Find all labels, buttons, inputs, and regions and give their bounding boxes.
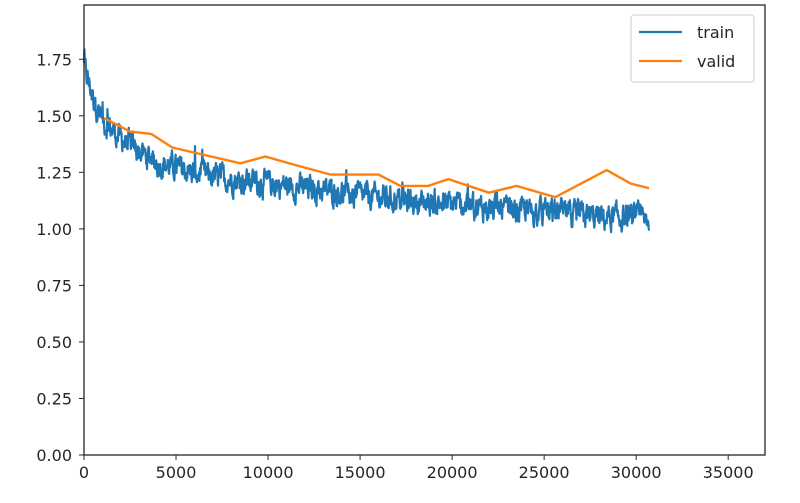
y-axis-ticks: 0.00 0.25 0.50 0.75 1.00 1.25 1.50 1.75 (36, 50, 84, 465)
train-line (82, 48, 651, 234)
legend-train-label: train (697, 23, 734, 42)
x-tick-label: 0 (79, 463, 89, 482)
train-series (82, 48, 651, 234)
y-tick-label: 1.00 (36, 220, 72, 239)
axes-frame (83, 4, 766, 456)
x-tick-label: 10000 (243, 463, 294, 482)
legend: train valid (630, 14, 755, 83)
valid-line (103, 117, 650, 199)
y-tick-label: 0.00 (36, 446, 72, 465)
x-tick-label: 15000 (335, 463, 386, 482)
legend-box (630, 14, 755, 83)
y-tick-label: 1.75 (36, 50, 72, 69)
valid-series (103, 117, 650, 199)
y-tick-label: 0.50 (36, 333, 72, 352)
y-tick-label: 0.25 (36, 389, 72, 408)
x-tick-label: 20000 (427, 463, 478, 482)
legend-valid-label: valid (697, 52, 735, 71)
x-tick-label: 5000 (156, 463, 197, 482)
x-tick-label: 30000 (611, 463, 662, 482)
y-tick-label: 0.75 (36, 276, 72, 295)
x-axis-ticks: 0 5000 10000 15000 20000 25000 30000 35000 (79, 455, 754, 482)
y-tick-label: 1.50 (36, 107, 72, 126)
y-tick-label: 1.25 (36, 163, 72, 182)
x-tick-label: 25000 (519, 463, 570, 482)
x-tick-label: 35000 (703, 463, 754, 482)
